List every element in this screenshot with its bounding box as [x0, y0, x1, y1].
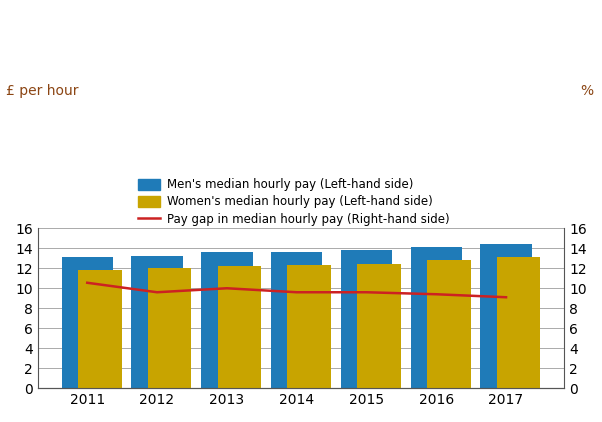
Pay gap in median hourly pay (Right-hand side) [223, 286, 231, 291]
Bar [201, 252, 252, 388]
Bar [78, 270, 122, 388]
Bar [411, 247, 462, 388]
Bar [271, 252, 322, 388]
Bar [131, 256, 183, 388]
Bar [287, 265, 331, 388]
Pay gap in median hourly pay (Right-hand side) [363, 290, 370, 295]
Bar [427, 260, 471, 388]
Bar [147, 268, 191, 388]
Pay gap in median hourly pay (Right-hand side) [503, 295, 510, 300]
Line: Pay gap in median hourly pay (Right-hand side): Pay gap in median hourly pay (Right-hand… [87, 283, 506, 297]
Pay gap in median hourly pay (Right-hand side) [154, 290, 161, 295]
Legend: Men's median hourly pay (Left-hand side), Women's median hourly pay (Left-hand s: Men's median hourly pay (Left-hand side)… [138, 178, 449, 225]
Text: £ per hour: £ per hour [6, 84, 78, 98]
Bar [341, 250, 392, 388]
Bar [61, 257, 113, 388]
Pay gap in median hourly pay (Right-hand side) [433, 292, 440, 297]
Pay gap in median hourly pay (Right-hand side) [293, 290, 300, 295]
Bar [480, 244, 532, 388]
Pay gap in median hourly pay (Right-hand side) [84, 280, 91, 285]
Bar [217, 266, 261, 388]
Text: %: % [580, 84, 593, 98]
Bar [497, 257, 541, 388]
Bar [357, 264, 401, 388]
